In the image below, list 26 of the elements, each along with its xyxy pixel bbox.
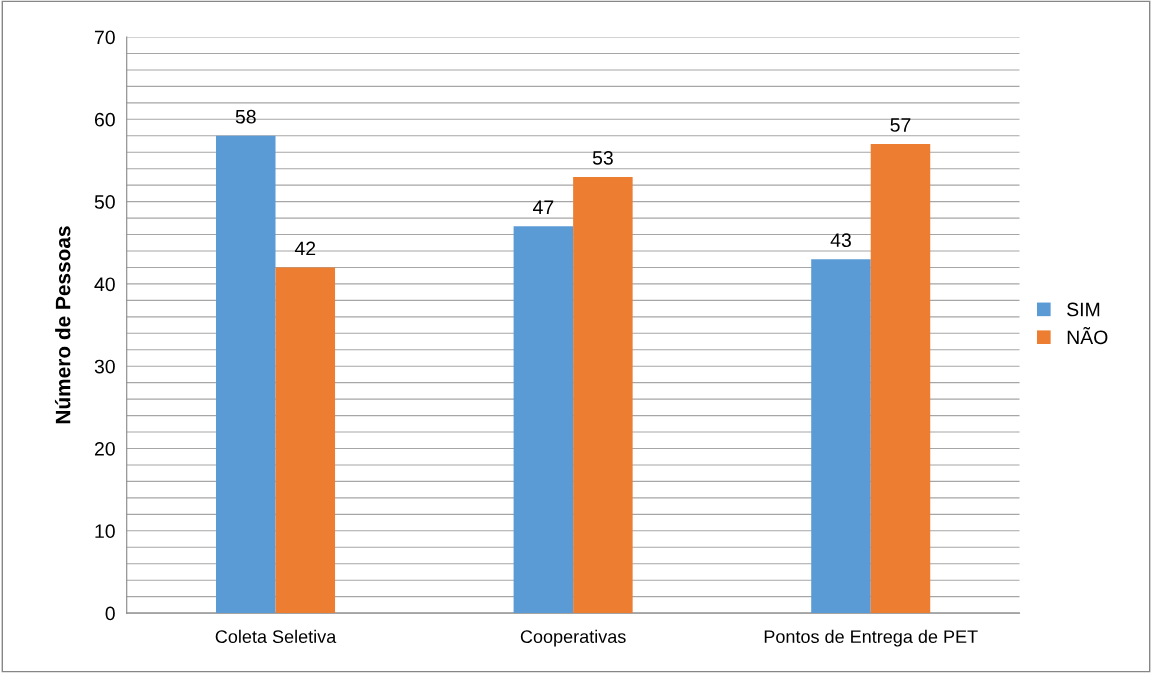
data-label: 53: [592, 150, 613, 165]
data-label: 58: [235, 109, 256, 124]
y-tick-label: 50: [94, 195, 115, 209]
data-label: 57: [890, 118, 911, 132]
bar: [275, 267, 336, 614]
x-tick-label: Cooperativas: [520, 629, 626, 647]
y-tick-label: 0: [105, 606, 115, 621]
data-label: 43: [830, 233, 851, 248]
bar: [513, 226, 574, 614]
y-tick-label: 10: [95, 524, 115, 539]
y-tick-label: 60: [94, 112, 115, 127]
data-label: 42: [294, 241, 316, 256]
y-axis-title: Número de Pessoas: [54, 226, 71, 424]
y-tick-label: 20: [94, 441, 115, 456]
bar: [811, 259, 871, 614]
y-tick-label: 40: [94, 277, 115, 292]
x-tick-label: Coleta Seletiva: [215, 629, 337, 644]
y-tick-label: 70: [94, 30, 115, 45]
legend-label: SIM: [1067, 302, 1100, 317]
bar: [216, 135, 276, 614]
bar: [870, 144, 931, 614]
bar: [573, 176, 633, 614]
x-tick-label: Pontos de Entrega de PET: [764, 629, 978, 647]
legend-label: NÃO: [1067, 326, 1108, 345]
data-label: 47: [532, 200, 554, 214]
y-tick-label: 30: [94, 359, 115, 374]
